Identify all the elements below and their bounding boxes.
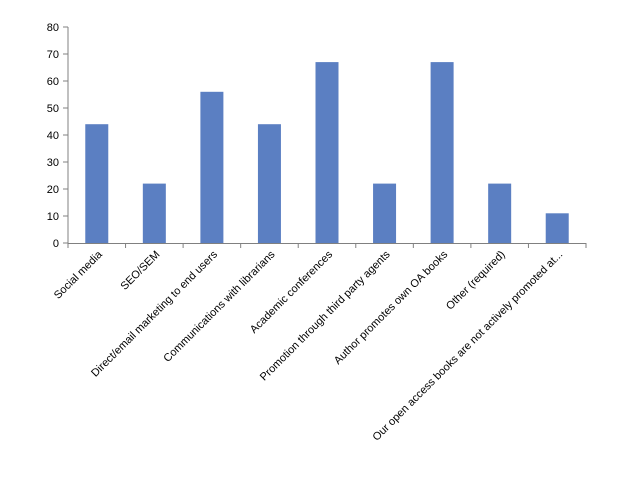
x-category-label: Communications with librarians [161, 248, 277, 364]
x-category-label: Other (required) [444, 249, 508, 313]
bar [142, 183, 166, 243]
x-category-label: SEO/SEM [119, 249, 163, 293]
y-tick-label: 40 [47, 130, 59, 142]
bar [257, 124, 281, 243]
y-tick-label: 70 [47, 49, 59, 61]
x-category-label: Our open access books are not actively p… [371, 249, 566, 444]
bar [430, 62, 454, 243]
x-category-label: Social media [52, 248, 106, 302]
x-category-label: Author promotes own OA books [332, 248, 451, 367]
x-category-label: Promotion through third party agents [258, 248, 393, 383]
bar [85, 124, 109, 243]
bar [200, 91, 224, 243]
y-tick-label: 60 [47, 76, 59, 88]
y-tick-label: 30 [47, 157, 59, 169]
y-tick-label: 50 [47, 103, 59, 115]
bar [545, 213, 569, 243]
bars [85, 62, 569, 243]
y-tick-label: 10 [47, 211, 59, 223]
y-tick-label: 20 [47, 184, 59, 196]
x-category-label: Direct/email marketing to end users [89, 248, 220, 379]
bar [488, 183, 512, 243]
bar [315, 62, 339, 243]
y-tick-label: 0 [53, 238, 59, 250]
bar [373, 183, 397, 243]
y-axis-ticks: 0 10 20 30 40 50 60 70 80 [47, 22, 68, 250]
y-tick-label: 80 [47, 22, 59, 34]
